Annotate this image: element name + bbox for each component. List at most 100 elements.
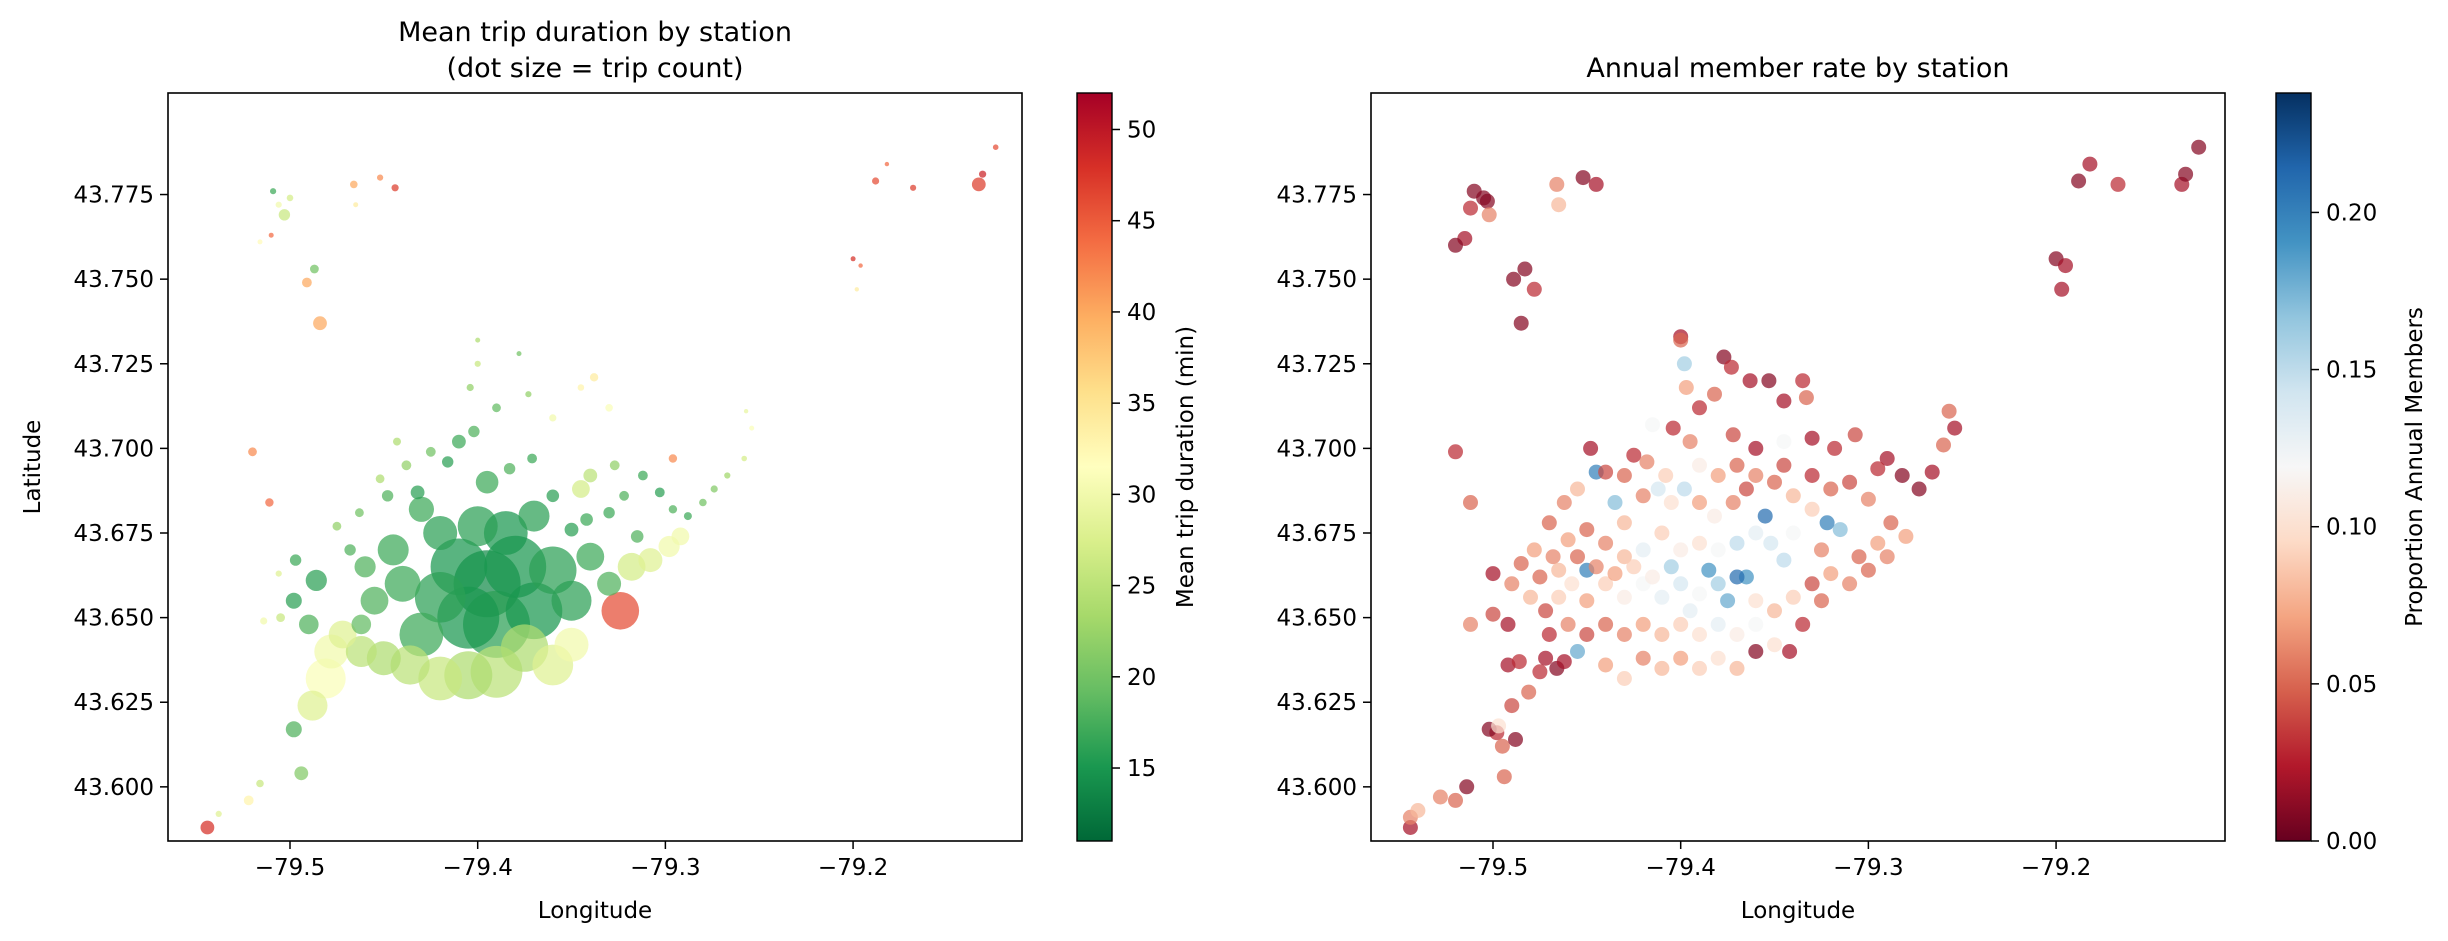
station-member-rate-point <box>1842 474 1858 490</box>
station-member-rate-point <box>1616 671 1632 686</box>
station-member-rate-point <box>1673 576 1689 592</box>
station-member-rate-point <box>1541 627 1557 642</box>
station-member-rate-point <box>1654 660 1670 676</box>
station-member-rate-point <box>1767 474 1782 490</box>
station-member-rate-point <box>1598 464 1614 480</box>
station-member-rate-point <box>1673 542 1689 558</box>
x-tick-label: −79.2 <box>818 855 888 881</box>
station-duration-point <box>286 194 294 202</box>
y-tick-label: 43.725 <box>1277 352 1357 378</box>
colorbar-tick-label: 25 <box>1127 574 1156 600</box>
y-tick-label: 43.725 <box>74 352 154 378</box>
station-member-rate-point <box>1785 488 1801 504</box>
station-duration-point <box>355 508 364 518</box>
duration-points <box>200 144 999 835</box>
station-member-rate-point <box>1729 535 1745 551</box>
station-duration-point <box>410 485 425 500</box>
station-member-rate-point <box>1448 792 1463 808</box>
station-duration-point <box>475 470 499 494</box>
y-tick-label: 43.700 <box>74 436 154 462</box>
station-member-rate-point <box>2178 166 2194 182</box>
station-member-rate-point <box>1645 569 1660 585</box>
member-rate-x-ticks: −79.5 −79.4 −79.3 −79.2 <box>1458 841 2091 881</box>
station-duration-point <box>260 617 268 625</box>
station-duration-point <box>393 437 401 446</box>
station-member-rate-point <box>1710 616 1726 632</box>
station-member-rate-point <box>1707 508 1722 524</box>
station-member-rate-point <box>1504 576 1520 592</box>
station-duration-point <box>577 384 585 391</box>
station-member-rate-point <box>1823 566 1839 582</box>
station-duration-point <box>354 556 376 578</box>
duration-title-line2: (dot size = trip count) <box>446 53 743 84</box>
member-rate-plot-frame <box>1370 92 2226 842</box>
station-member-rate-point <box>1485 606 1501 622</box>
station-duration-point <box>360 586 389 615</box>
colorbar-tick-label: 0.10 <box>2326 515 2377 541</box>
station-duration-point <box>299 614 319 635</box>
station-member-rate-point <box>1748 525 1764 541</box>
station-member-rate-point <box>1575 170 1591 186</box>
station-member-rate-point <box>1538 603 1554 619</box>
station-member-rate-point <box>1616 589 1632 605</box>
station-member-rate-point <box>1616 515 1632 531</box>
station-duration-point <box>468 425 480 438</box>
colorbar-tick-label: 45 <box>1127 209 1156 235</box>
duration-title-line1: Mean trip duration by station <box>398 17 792 48</box>
station-duration-point <box>638 470 648 481</box>
colorbar-tick-label: 0.20 <box>2326 200 2377 226</box>
station-duration-point <box>546 489 560 503</box>
station-member-rate-point <box>1616 627 1632 642</box>
duration-y-ticks: 43.600 43.625 43.650 43.675 43.700 43.725 43.7… <box>74 183 168 801</box>
station-duration-point <box>466 383 474 392</box>
station-member-rate-point <box>1776 393 1792 409</box>
station-duration-point <box>597 571 622 596</box>
station-member-rate-point <box>1463 495 1478 510</box>
x-tick-label: −79.3 <box>1833 855 1903 881</box>
station-member-rate-point <box>1785 589 1801 605</box>
colorbar-tick-label: 40 <box>1127 300 1156 326</box>
station-member-rate-point <box>1692 660 1707 676</box>
station-member-rate-point <box>1551 562 1567 578</box>
station-duration-point <box>275 570 282 577</box>
station-member-rate-point <box>1504 698 1520 714</box>
station-member-rate-point <box>1463 200 1478 216</box>
station-duration-point <box>275 201 282 208</box>
station-member-rate-point <box>1678 380 1694 395</box>
station-member-rate-point <box>1560 616 1576 632</box>
station-member-rate-point <box>1583 440 1599 456</box>
station-duration-point <box>350 180 358 189</box>
y-tick-label: 43.675 <box>74 521 154 547</box>
station-member-rate-point <box>1476 190 1492 206</box>
station-member-rate-point <box>1748 616 1764 632</box>
duration-panel: Mean trip duration by station (dot size … <box>20 17 1199 924</box>
station-member-rate-point <box>1682 603 1698 619</box>
station-duration-point <box>305 569 327 592</box>
station-duration-point <box>452 434 466 449</box>
station-duration-point <box>475 337 481 343</box>
station-duration-point <box>551 580 592 621</box>
duration-colorbar: 15 20 25 30 35 40 45 50 Mean trip duration (min… <box>1076 92 1199 842</box>
colorbar-tick-label: 35 <box>1127 391 1156 417</box>
station-duration-point <box>710 485 718 493</box>
station-duration-point <box>609 460 620 471</box>
station-duration-point <box>200 820 215 835</box>
station-member-rate-point <box>1538 650 1554 666</box>
station-member-rate-point <box>1532 664 1548 680</box>
station-member-rate-point <box>1748 468 1764 483</box>
station-member-rate-point <box>1798 390 1814 406</box>
x-tick-label: −79.2 <box>2021 855 2091 881</box>
station-member-rate-point <box>1658 468 1674 483</box>
duration-ylabel: Latitude <box>20 420 46 515</box>
station-member-rate-point <box>2058 258 2073 274</box>
station-member-rate-point <box>1742 373 1758 389</box>
station-member-rate-point <box>1545 549 1561 565</box>
station-member-rate-point <box>1549 176 1565 192</box>
station-member-rate-point <box>1720 593 1736 609</box>
station-member-rate-point <box>1701 562 1717 578</box>
station-member-rate-point <box>1814 542 1829 558</box>
member-rate-colorbar-gradient <box>2275 92 2312 842</box>
station-duration-point <box>589 373 599 382</box>
station-member-rate-point <box>1607 566 1623 582</box>
station-duration-point <box>276 613 285 622</box>
